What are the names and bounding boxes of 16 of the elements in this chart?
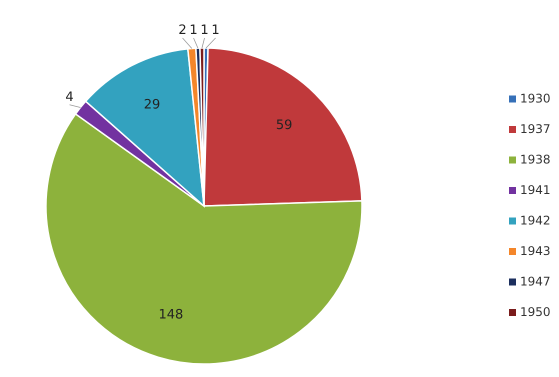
legend-label: 1937 — [520, 122, 551, 136]
data-label: 29 — [144, 97, 160, 112]
legend-label: 1947 — [520, 274, 551, 288]
data-label: 2 — [178, 23, 187, 38]
legend-label: 1941 — [520, 182, 551, 197]
legend-label: 1942 — [520, 213, 551, 228]
data-label: 148 — [158, 307, 184, 322]
data-label: 59 — [276, 118, 292, 133]
legend-label: 1943 — [520, 244, 551, 258]
legend-label: 1930 — [520, 91, 551, 106]
data-label: 1 — [211, 23, 220, 38]
legend-label: 1950 — [520, 304, 551, 319]
data-label: 1 — [189, 23, 198, 38]
data-label: 4 — [65, 90, 74, 105]
data-label: 1 — [200, 23, 209, 38]
legend-label: 1938 — [520, 152, 551, 166]
